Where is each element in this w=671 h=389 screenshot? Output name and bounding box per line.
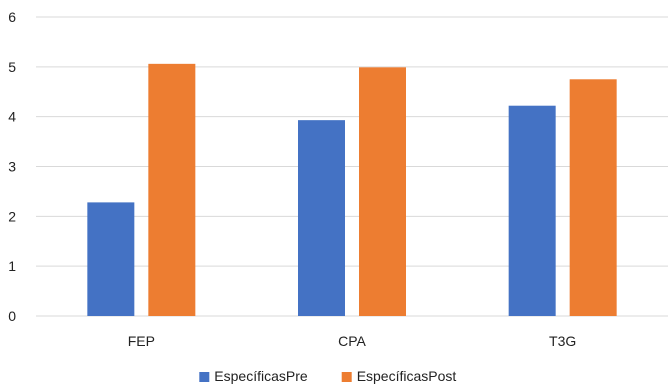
legend-swatch xyxy=(199,372,210,382)
x-axis-ticks: FEP CPA T3G xyxy=(128,333,577,349)
bars xyxy=(87,63,617,317)
bar-fep-pre xyxy=(87,202,135,316)
bar-fep-post xyxy=(148,63,196,316)
y-tick-label: 5 xyxy=(8,59,16,75)
x-tick-label: CPA xyxy=(338,333,366,349)
x-tick-label: FEP xyxy=(128,333,155,349)
bar-t3g-post xyxy=(569,79,617,317)
gridlines xyxy=(36,16,668,317)
x-tick-label: T3G xyxy=(549,333,576,349)
y-tick-label: 6 xyxy=(8,9,16,25)
y-tick-label: 4 xyxy=(8,109,16,125)
legend: EspecíficasPre EspecíficasPost xyxy=(199,368,456,384)
legend-label: EspecíficasPre xyxy=(214,368,308,384)
bar-cpa-pre xyxy=(298,120,345,316)
y-tick-label: 2 xyxy=(8,208,16,224)
bar-t3g-pre xyxy=(508,105,556,316)
y-tick-label: 3 xyxy=(8,159,16,175)
y-tick-label: 1 xyxy=(8,258,16,274)
y-axis-ticks: 0 1 2 3 4 5 6 xyxy=(8,9,16,324)
legend-swatch xyxy=(341,372,352,382)
legend-label: EspecíficasPost xyxy=(357,368,457,384)
y-tick-label: 0 xyxy=(8,308,16,324)
bar-cpa-post xyxy=(359,67,406,316)
